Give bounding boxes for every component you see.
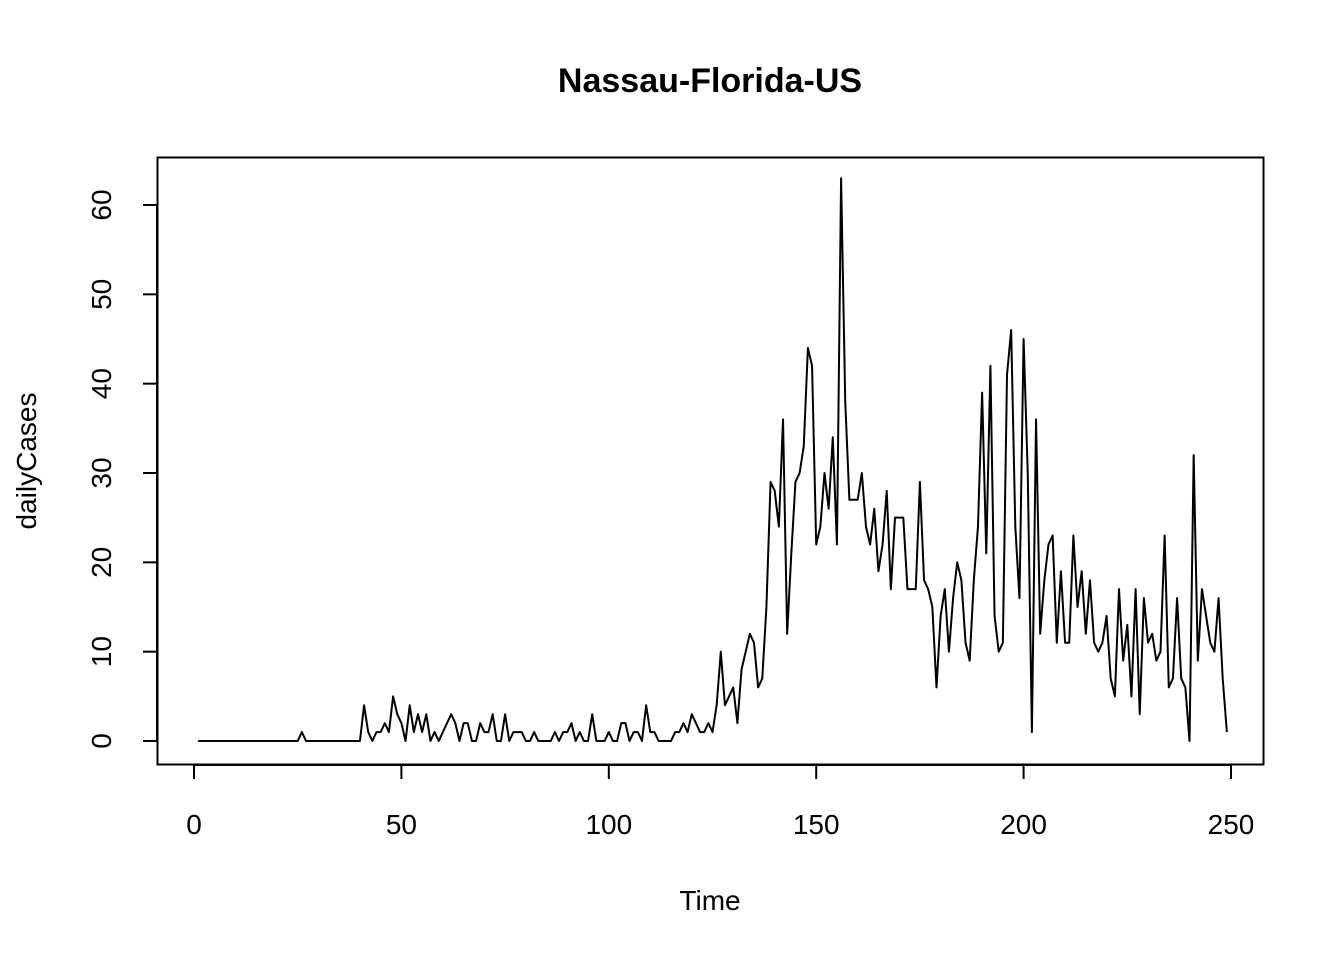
y-axis-label: dailyCases [11, 393, 42, 530]
x-tick-label: 100 [585, 809, 632, 840]
x-axis: 0 50 100 150 200 250 [186, 764, 1255, 840]
plot-frame [156, 156, 1265, 766]
x-tick-label: 150 [793, 809, 840, 840]
y-tick-label: 0 [86, 733, 117, 749]
x-axis-label: Time [679, 885, 740, 916]
x-tick-label: 250 [1208, 809, 1255, 840]
y-tick-label: 60 [86, 189, 117, 220]
x-tick-label: 50 [386, 809, 417, 840]
daily-cases-line [198, 177, 1228, 742]
y-tick-label: 40 [86, 368, 117, 399]
x-tick-label: 0 [186, 809, 202, 840]
x-tick-label: 200 [1000, 809, 1047, 840]
chart-title: Nassau-Florida-US [558, 62, 862, 100]
y-tick-label: 20 [86, 547, 117, 578]
y-axis: 0 10 20 30 40 50 60 [86, 189, 158, 749]
y-tick-label: 30 [86, 457, 117, 488]
y-tick-label: 50 [86, 279, 117, 310]
y-tick-label: 10 [86, 636, 117, 667]
